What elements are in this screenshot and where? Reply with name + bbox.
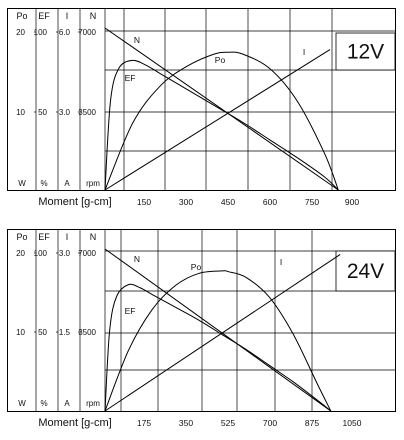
voltage-label: 24V [347, 260, 384, 283]
x-axis-label: Moment [g-cm] [38, 417, 111, 429]
axis-header-ef: EF [38, 232, 50, 242]
axis-tick-label: 100 [34, 28, 48, 37]
axis-unit-label: W [18, 399, 26, 408]
axis-header-n: N [90, 11, 97, 21]
x-tick-label: 300 [179, 197, 193, 207]
axis-tick-label: 20 [16, 249, 25, 258]
axis-header-ef: EF [38, 11, 50, 21]
axis-tick-label: 7000 [78, 249, 96, 258]
series-line-ef [104, 283, 332, 412]
axis-tick-label: 3.0 [59, 108, 71, 117]
x-tick-label: 600 [263, 197, 277, 207]
series-line-n [104, 248, 332, 412]
chart-panel: 24V Po 20 10 W EF 100 50% I 3.0 1.5 A N 7000 3500 rpm Mo… [7, 229, 396, 429]
axis-tick-label: 50 [38, 108, 47, 117]
series-label-i: I [280, 257, 282, 267]
axis-unit-label: rpm [86, 179, 100, 188]
axis-unit-label: W [18, 179, 26, 188]
axis-tick-label: 10 [16, 328, 25, 337]
x-tick-label: 450 [221, 197, 235, 207]
chart-panel: 12V Po 20 10 W EF 100 50% I 6.0 3.0 A N 7000 3500 rpm Mo… [7, 8, 396, 208]
axis-unit-label: % [40, 179, 47, 188]
voltage-box [335, 32, 396, 71]
voltage-label: 12V [347, 41, 384, 64]
axis-unit-label: A [64, 399, 70, 408]
chart-frame [7, 229, 396, 412]
series-label-i: I [303, 47, 305, 57]
x-tick-label: 700 [263, 418, 277, 428]
series-line-i [104, 253, 341, 412]
series-label-ef: EF [125, 73, 136, 83]
voltage-box [335, 250, 396, 292]
axis-header-i: I [66, 232, 69, 242]
x-tick-label: 150 [137, 197, 151, 207]
x-tick-label: 1050 [343, 418, 362, 428]
axis-tick-label: 3500 [78, 328, 96, 337]
x-tick-label: 875 [305, 418, 319, 428]
axis-header-po: Po [16, 232, 27, 242]
axis-header-i: I [66, 11, 69, 21]
series-line-ef [104, 59, 339, 191]
series-line-i [104, 49, 331, 191]
series-line-po [104, 51, 339, 191]
axis-tick-label: 3.0 [59, 249, 71, 258]
axis-tick-label: 50 [38, 328, 47, 337]
axis-header-po: Po [16, 11, 27, 21]
axis-unit-label: A [64, 179, 70, 188]
axis-unit-label: rpm [86, 399, 100, 408]
series-label-po: Po [191, 262, 202, 272]
axis-tick-label: 3500 [78, 108, 96, 117]
series-label-n: N [134, 254, 140, 264]
series-line-po [104, 270, 332, 412]
series-label-ef: EF [125, 306, 136, 316]
x-tick-label: 750 [305, 197, 319, 207]
x-axis-label: Moment [g-cm] [38, 196, 111, 208]
x-tick-label: 900 [345, 197, 359, 207]
axis-tick-label: 100 [34, 249, 48, 258]
axis-tick-label: 1.5 [59, 328, 71, 337]
x-tick-label: 525 [221, 418, 235, 428]
series-label-po: Po [215, 55, 226, 65]
series-line-n [104, 27, 339, 191]
axis-unit-label: % [40, 399, 47, 408]
axis-header-n: N [90, 232, 97, 242]
x-tick-label: 175 [137, 418, 151, 428]
axis-tick-label: 20 [16, 28, 25, 37]
x-tick-label: 350 [179, 418, 193, 428]
axis-tick-label: 10 [16, 108, 25, 117]
axis-tick-label: 7000 [78, 28, 96, 37]
series-label-n: N [134, 35, 140, 45]
axis-tick-label: 6.0 [59, 28, 71, 37]
chart-frame [7, 8, 396, 191]
